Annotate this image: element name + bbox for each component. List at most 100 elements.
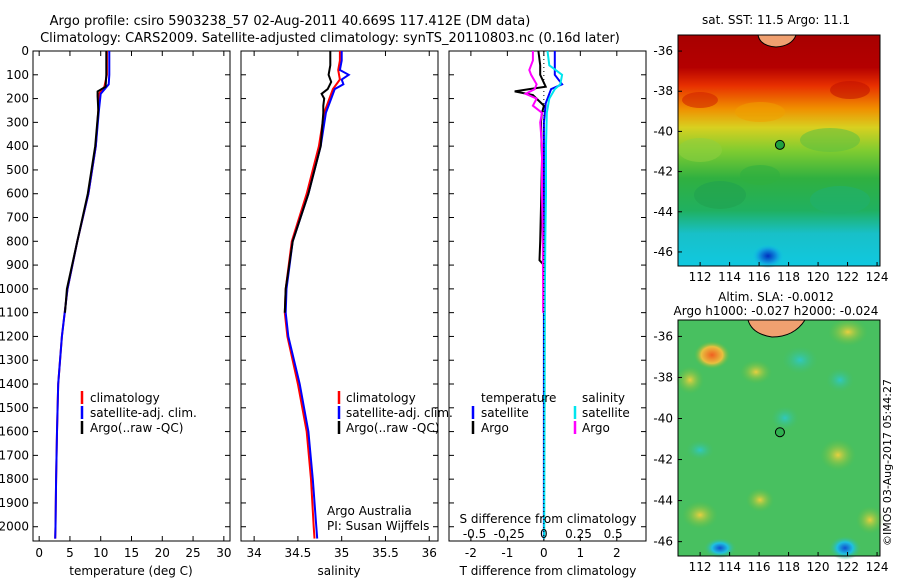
sla-land-coast — [747, 319, 806, 338]
y-tick-label: 1100 — [0, 306, 29, 320]
y-tick-label: 1200 — [0, 329, 29, 343]
temperature-xlabel: temperature (deg C) — [69, 564, 192, 578]
map-x-tick-label: 114 — [718, 560, 741, 574]
x-tick-label: -2 — [465, 546, 477, 560]
s-diff-tick-label: 0.25 — [565, 527, 592, 541]
map-x-tick-label: 116 — [748, 560, 771, 574]
salinity-difference-ticks: -0.5 -0.25 0 0.25 0.5 — [463, 527, 623, 541]
series-line-satellite-adj-clim- — [284, 51, 351, 539]
map-x-tick-label: 114 — [718, 270, 741, 284]
x-tick-label: 0 — [540, 546, 548, 560]
x-tick-label: 10 — [93, 546, 108, 560]
x-tick-label: 35 — [334, 546, 349, 560]
map-x-tick-label: 112 — [689, 560, 712, 574]
legend-label-sal-argo: Argo — [582, 421, 610, 435]
x-tick-label: 2 — [613, 546, 621, 560]
map-y-tick-label: -38 — [653, 370, 673, 384]
legend-label-argo: Argo(..raw -QC) — [346, 421, 439, 435]
series-line-climatology — [54, 51, 108, 539]
sst-land-coast — [757, 34, 797, 48]
x-tick-label: 36 — [422, 546, 437, 560]
y-tick-label: 1900 — [0, 496, 29, 510]
map-y-tick-label: -36 — [653, 44, 673, 58]
series-line-satellite-adj-clim- — [54, 51, 111, 539]
sla-map-title: Altim. SLA: -0.0012 — [718, 290, 834, 304]
x-tick-label: 20 — [155, 546, 170, 560]
y-tick-label: 300 — [6, 115, 29, 129]
sst-map-title: sat. SST: 11.5 Argo: 11.1 — [702, 13, 850, 27]
map-y-tick-label: -40 — [653, 124, 673, 138]
y-tick-label: 200 — [6, 92, 29, 106]
x-tick-label: 35.5 — [372, 546, 399, 560]
x-tick-label: -1 — [501, 546, 513, 560]
map-y-tick-label: -42 — [653, 165, 673, 179]
y-tick-label: 1700 — [0, 448, 29, 462]
difference-xlabel: T difference from climatology — [459, 564, 637, 578]
y-tick-label: 400 — [6, 139, 29, 153]
x-tick-label: 25 — [185, 546, 200, 560]
map-y-tick-label: -46 — [653, 245, 673, 259]
x-tick-label: 34.5 — [285, 546, 312, 560]
y-tick-label: 1300 — [0, 353, 29, 367]
legend-title-salinity: salinity — [582, 391, 625, 405]
map-x-tick-label: 120 — [807, 560, 830, 574]
depth-axis: 0 100 200 300 400 500 600 700 800 900 1000 1100 1200… — [0, 44, 646, 534]
float-position-marker — [774, 427, 785, 438]
legend-label-temp-satellite: satellite — [481, 406, 529, 420]
sla-map-panel: Altim. SLA: -0.0012 Argo h1000: -0.027 h… — [653, 290, 888, 574]
map-y-tick-label: -42 — [653, 453, 673, 467]
salinity-legend: climatology satellite-adj. clim. Argo(..… — [337, 391, 453, 435]
map-y-tick-label: -44 — [653, 205, 673, 219]
legend-label-climatology: climatology — [90, 391, 160, 405]
legend-label-satellite: satellite-adj. clim. — [90, 406, 197, 420]
series-line-argo — [523, 51, 545, 313]
series-line-satellite — [543, 50, 564, 539]
s-diff-tick-label: -0.25 — [494, 527, 525, 541]
salinity-difference-label: S difference from climatology — [460, 512, 637, 526]
temperature-series — [54, 51, 111, 539]
y-tick-label: 1600 — [0, 425, 29, 439]
figure-title-line2: Climatology: CARS2009. Satellite-adjuste… — [40, 31, 620, 46]
y-tick-label: 800 — [6, 234, 29, 248]
map-x-tick-label: 118 — [777, 270, 800, 284]
y-tick-label: 1400 — [0, 377, 29, 391]
salinity-axes-frame — [240, 50, 439, 542]
y-tick-label: 700 — [6, 211, 29, 225]
legend-title-temperature: temperature — [481, 391, 556, 405]
temperature-panel: 0100200300400500600700800900100011001200… — [0, 44, 646, 578]
y-tick-label: 0 — [21, 44, 29, 58]
y-tick-label: 600 — [6, 187, 29, 201]
figure-title-line1: Argo profile: csiro 5903238_57 02-Aug-20… — [50, 14, 531, 29]
credit-line2: PI: Susan Wijffels — [327, 519, 429, 533]
map-y-tick-label: -46 — [653, 535, 673, 549]
map-x-tick-label: 116 — [748, 270, 771, 284]
salinity-series — [283, 51, 351, 539]
x-tick-label: 1 — [577, 546, 585, 560]
map-y-tick-label: -36 — [653, 329, 673, 343]
map-x-tick-label: 122 — [836, 270, 859, 284]
map-y-tick-label: -40 — [653, 412, 673, 426]
legend-label-satellite: satellite-adj. clim. — [346, 406, 453, 420]
map-x-tick-label: 124 — [866, 560, 889, 574]
y-tick-label: 100 — [6, 68, 29, 82]
x-tick-label: 0 — [35, 546, 43, 560]
temperature-axes-frame — [32, 50, 231, 542]
y-tick-label: 1500 — [0, 401, 29, 415]
series-line-argo — [514, 50, 548, 313]
x-tick-label: 5 — [66, 546, 74, 560]
y-tick-label: 2000 — [0, 520, 29, 534]
legend-label-argo: Argo(..raw -QC) — [90, 421, 183, 435]
temperature-x-axis: 0 5 10 15 20 25 30 — [35, 51, 231, 560]
map-x-tick-label: 118 — [777, 560, 800, 574]
x-tick-label: 34 — [246, 546, 261, 560]
map-x-tick-label: 124 — [866, 270, 889, 284]
difference-series — [514, 50, 564, 541]
difference-x-axis: -2 -1 0 1 2 — [465, 51, 621, 560]
s-diff-tick-label: 0.5 — [604, 527, 623, 541]
copyright-stamp: ©IMOS 03-Aug-2017 05:44:27 — [881, 379, 894, 546]
legend-label-climatology: climatology — [346, 391, 416, 405]
sla-map-subtitle: Argo h1000: -0.027 h2000: -0.024 — [674, 304, 879, 318]
sst-map-axes: 112 114 116 118 120 122 124 -36 -38 -40 -42 -44 -46 — [653, 44, 888, 284]
sst-texture — [678, 81, 870, 214]
